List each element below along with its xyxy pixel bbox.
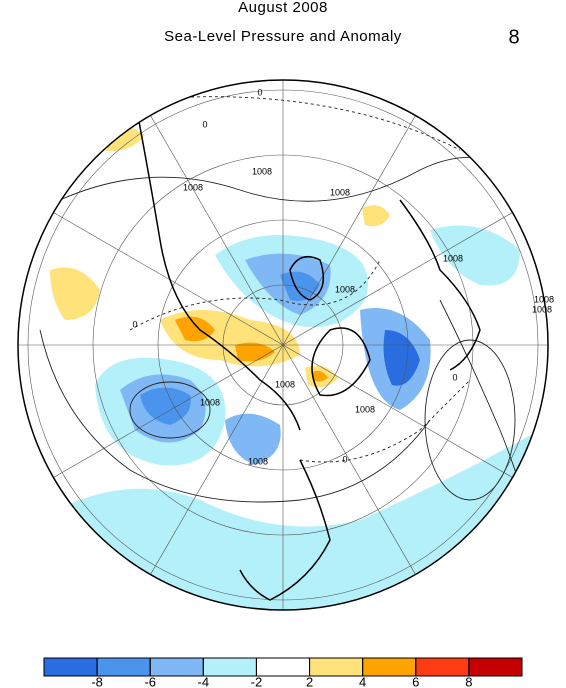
anomaly-area [50, 267, 100, 320]
meridian [147, 111, 284, 346]
meridian [282, 209, 517, 346]
colorbar-box [202, 657, 257, 677]
contour-label: 0 [342, 454, 347, 464]
anomaly-area [280, 271, 320, 301]
anomaly-area [175, 316, 215, 342]
colorbar-label: 2 [306, 674, 313, 688]
contour-label: 1008 [183, 182, 203, 192]
coastline [289, 255, 325, 301]
coastline [311, 327, 371, 397]
map-border [17, 79, 549, 611]
colorbar-box [255, 657, 311, 677]
graticule [18, 80, 548, 610]
colorbar-box [309, 657, 364, 677]
meridian [49, 344, 284, 481]
colorbar: -8 -6 -4 -2 2 4 6 8 [43, 657, 523, 688]
colorbar-box [362, 657, 417, 677]
contour [59, 156, 541, 202]
meridian [49, 209, 284, 346]
contour-label: 0 [257, 87, 262, 97]
contour-label: 1008 [443, 253, 463, 263]
contour-label: 1008 [355, 404, 375, 414]
anomaly-field [40, 126, 548, 610]
contour-label: 1008 [200, 397, 220, 407]
anomaly-area [95, 126, 145, 151]
colorbar-label: 8 [465, 674, 472, 688]
colorbar-box [415, 657, 470, 677]
contour-label: 0 [132, 319, 137, 329]
meridian [282, 111, 419, 346]
colorbar-label: -8 [91, 674, 103, 688]
contour-label: 1008 [534, 294, 554, 304]
coastline [399, 199, 481, 371]
colorbar-label: -4 [198, 674, 210, 688]
title: August 2008 [238, 0, 328, 16]
colorbar-label: -2 [251, 674, 263, 688]
colorbar-box [43, 657, 98, 677]
anomaly-area [312, 370, 328, 382]
contour [299, 379, 471, 463]
contour-label: 1008 [248, 456, 268, 466]
anomaly-area [225, 413, 281, 465]
contour [424, 339, 516, 501]
coastline [239, 459, 331, 601]
colorbar-box [149, 657, 204, 677]
contour-label: 1008 [275, 379, 295, 389]
contour [89, 96, 461, 151]
anomaly-area [40, 430, 548, 610]
contour [39, 329, 431, 503]
contour-label: 1008 [252, 166, 272, 176]
colorbar-label: 4 [359, 674, 366, 688]
anomaly-area [235, 342, 275, 362]
coastlines [134, 99, 481, 601]
meridian [282, 344, 419, 579]
colorbar-box [96, 657, 151, 677]
colorbar-label: 6 [412, 674, 419, 688]
contour-label: 1008 [335, 284, 355, 294]
contour-label: 1008 [532, 304, 552, 314]
contour-label: 0 [452, 372, 457, 382]
anomaly-area [430, 225, 520, 286]
colorbar-box [468, 657, 523, 677]
anomaly-area [140, 387, 191, 425]
contour-label: 0 [202, 119, 207, 129]
contour-label: 1008 [330, 187, 350, 197]
anomaly-area [362, 205, 390, 227]
meridian [147, 344, 284, 579]
subtitle: Sea-Level Pressure and Anomaly [164, 28, 402, 45]
coastline [134, 99, 301, 431]
contour [129, 259, 381, 331]
colorbar-label: -6 [144, 674, 156, 688]
anomaly-area [383, 330, 420, 386]
contour [129, 381, 211, 439]
panel-number: 8 [508, 26, 519, 48]
meridian [282, 344, 517, 481]
